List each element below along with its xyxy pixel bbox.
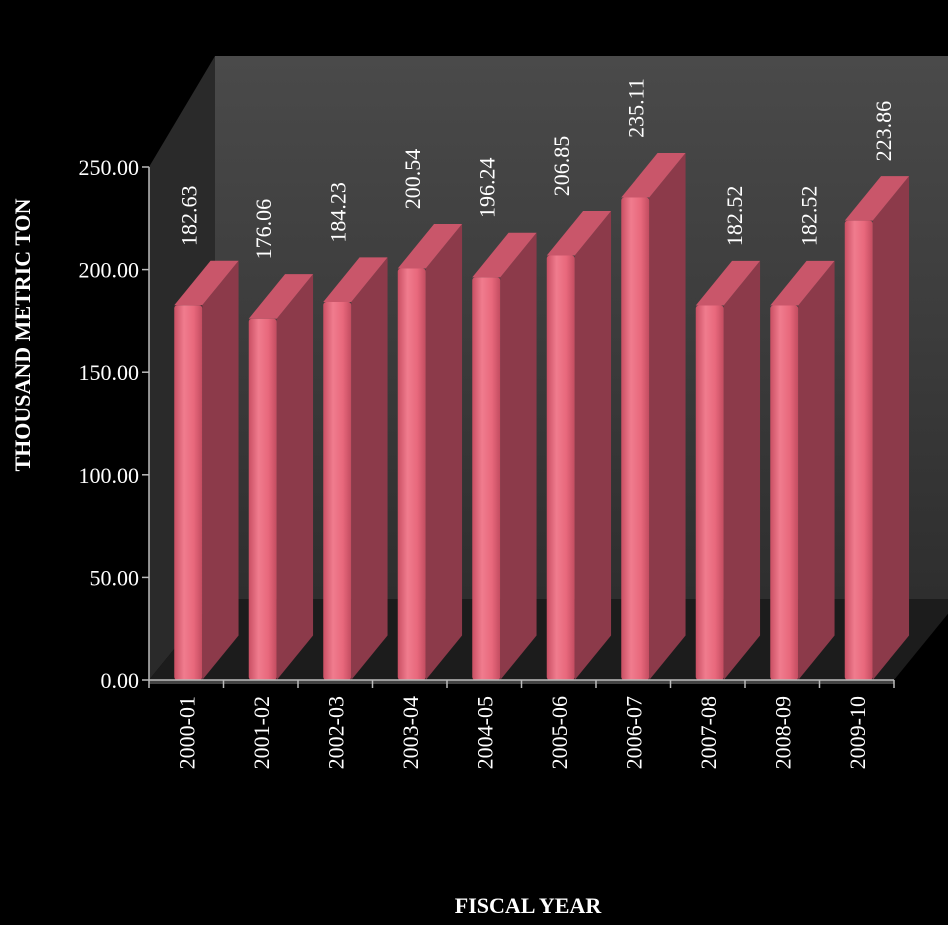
bar-side-face xyxy=(425,223,463,680)
bar-top-face xyxy=(695,260,761,306)
data-label: 182.52 xyxy=(722,186,747,247)
x-axis-title: FISCAL YEAR xyxy=(455,893,603,918)
bar-front-face xyxy=(770,305,799,680)
bar-2001-02 xyxy=(248,274,314,680)
data-label: 235.11 xyxy=(623,78,648,138)
axes: 0.00 50.00 100.00 150.00 200.00 250.00 2000-01… xyxy=(79,155,895,769)
bar-top-face xyxy=(397,223,463,269)
y-tick-label: 200.00 xyxy=(79,258,140,283)
bar-front-face xyxy=(621,197,650,681)
data-labels: 182.63 176.06 184.23 200.54 196.24 206.85 235.… xyxy=(176,78,896,259)
bar-front-face xyxy=(323,301,352,680)
x-tick-label: 2006-07 xyxy=(621,696,646,769)
x-tick-label: 2002-03 xyxy=(323,696,348,769)
bar-top-face xyxy=(472,232,537,278)
bar-side-face xyxy=(798,260,835,680)
y-tick-label: 0.00 xyxy=(101,668,140,693)
x-tick-label: 2003-04 xyxy=(398,696,423,769)
y-tick-label: 250.00 xyxy=(79,155,140,180)
bar-2002-03 xyxy=(323,257,388,680)
y-axis-title: THOUSAND METRIC TON xyxy=(10,198,35,471)
bar-top-face xyxy=(546,210,612,256)
bar-front-face xyxy=(472,277,501,680)
bar-front-face xyxy=(397,268,426,680)
bar-front-face xyxy=(546,255,575,680)
data-label: 200.54 xyxy=(400,149,425,210)
bar-top-face xyxy=(621,153,686,198)
bar-2009-10 xyxy=(844,176,910,680)
data-label: 182.52 xyxy=(796,186,821,247)
bar-top-face xyxy=(248,274,314,319)
bar-2005-06 xyxy=(546,210,612,680)
bar-side-face xyxy=(351,257,388,680)
bar-2006-07 xyxy=(621,153,686,681)
bar-side-face xyxy=(202,260,239,680)
x-tick-label: 2008-09 xyxy=(770,696,795,769)
x-tick-label: 2001-02 xyxy=(249,696,274,769)
bar-top-face xyxy=(174,260,239,306)
bar-front-face xyxy=(695,305,724,680)
bar-front-face xyxy=(844,220,873,680)
data-label: 176.06 xyxy=(251,199,276,259)
bar-side-face xyxy=(723,260,761,680)
bar-top-face xyxy=(844,176,910,221)
bar-front-face xyxy=(248,318,277,680)
data-label: 182.63 xyxy=(176,185,201,246)
x-tick-label: 2009-10 xyxy=(845,696,870,769)
bar-top-face xyxy=(323,257,388,302)
y-tick-label: 150.00 xyxy=(79,360,140,385)
data-label: 196.24 xyxy=(474,158,499,219)
x-tick-label: 2004-05 xyxy=(472,696,497,769)
bar-2008-09 xyxy=(770,260,835,680)
bar-2003-04 xyxy=(397,223,463,680)
bar-side-face xyxy=(500,232,537,681)
bar-2007-08 xyxy=(695,260,761,680)
bar-front-face xyxy=(174,305,203,680)
data-label: 206.85 xyxy=(549,136,574,197)
bar-side-face xyxy=(574,210,612,680)
x-tick-label: 2005-06 xyxy=(547,696,572,769)
bar-side-face xyxy=(649,153,686,680)
x-tick-label: 2000-01 xyxy=(174,696,199,769)
x-tick-label: 2007-08 xyxy=(696,696,721,769)
y-tick-label: 100.00 xyxy=(79,463,140,488)
y-tick-label: 50.00 xyxy=(90,565,140,590)
data-label: 223.86 xyxy=(871,101,896,162)
bar-top-face xyxy=(770,260,835,306)
bar-side-face xyxy=(276,274,314,680)
bar-series xyxy=(174,153,910,681)
bar-2000-01 xyxy=(174,260,239,680)
bar-side-face xyxy=(872,176,910,680)
data-label: 184.23 xyxy=(325,182,350,243)
bar-2004-05 xyxy=(472,232,537,681)
